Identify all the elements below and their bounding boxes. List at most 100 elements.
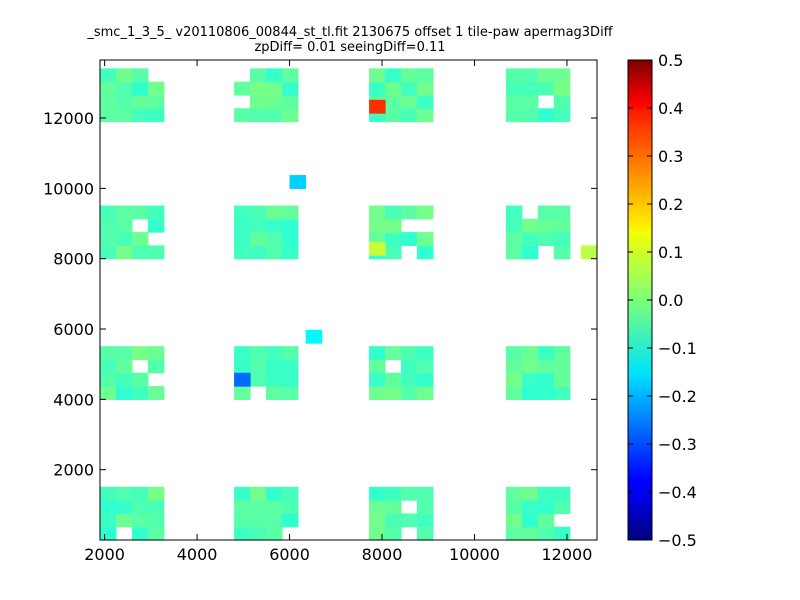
heatmap-cell xyxy=(553,81,571,96)
heatmap-cell xyxy=(385,486,402,501)
heatmap-cell xyxy=(385,245,402,260)
heatmap-cell xyxy=(369,526,386,541)
heatmap-cell xyxy=(115,108,133,123)
heatmap-cell xyxy=(131,486,149,501)
heatmap-cell xyxy=(265,500,283,515)
heatmap-cell xyxy=(416,526,434,541)
heatmap-cell xyxy=(100,372,117,387)
heatmap-cell xyxy=(281,372,299,387)
heatmap-cell xyxy=(234,513,251,528)
heatmap-cell xyxy=(100,386,117,400)
heatmap-cell xyxy=(115,81,133,96)
heatmap-cell xyxy=(537,486,555,501)
heatmap-cell xyxy=(100,232,117,246)
heatmap-cell xyxy=(369,486,386,501)
heatmap-cell xyxy=(416,205,434,220)
heatmap-cell xyxy=(369,386,386,400)
heatmap-cell xyxy=(553,205,571,220)
heatmap-cell xyxy=(521,526,539,541)
heatmap-cell xyxy=(131,372,149,387)
heatmap-cell xyxy=(147,245,165,260)
heatmap-cell xyxy=(400,372,418,387)
heatmap-cell xyxy=(131,94,149,109)
heatmap-cell-highlight xyxy=(369,99,386,114)
heatmap-cell xyxy=(537,526,555,541)
heatmap-cell xyxy=(100,359,117,374)
heatmap-cell xyxy=(234,108,251,123)
heatmap-cell xyxy=(505,245,523,260)
heatmap-cell xyxy=(400,386,418,400)
heatmap-cell xyxy=(131,68,149,83)
heatmap-cell xyxy=(521,232,539,246)
heatmap-cell xyxy=(521,68,539,83)
heatmap-cell xyxy=(553,372,571,387)
heatmap-cell xyxy=(281,513,299,528)
heatmap-cell xyxy=(553,218,571,233)
heatmap-cell xyxy=(553,526,571,541)
heatmap-cell xyxy=(385,500,402,515)
y-tick-label: 6000 xyxy=(53,320,94,339)
heatmap-cell xyxy=(234,526,251,541)
heatmap-cell xyxy=(265,245,283,260)
heatmap-cell xyxy=(100,513,117,528)
heatmap-cell xyxy=(115,372,133,387)
heatmap-cell xyxy=(521,513,539,528)
colorbar-tick-label: −0.4 xyxy=(658,483,697,502)
heatmap-cell xyxy=(250,359,267,374)
heatmap-cell xyxy=(265,232,283,246)
heatmap-cell xyxy=(100,486,117,501)
heatmap-cell xyxy=(537,500,555,515)
heatmap-cell xyxy=(147,513,165,528)
colorbar-tick-label: −0.2 xyxy=(658,387,697,406)
heatmap-cell xyxy=(537,346,555,361)
x-tick-label: 4000 xyxy=(177,545,218,564)
heatmap-cell xyxy=(521,386,539,400)
heatmap-cell xyxy=(281,108,299,123)
plot-frame xyxy=(99,59,598,541)
heatmap-cell xyxy=(265,486,283,501)
heatmap-cell xyxy=(553,94,571,109)
heatmap-cell xyxy=(369,81,386,96)
heatmap-cell xyxy=(250,68,267,83)
heatmap-cell xyxy=(147,359,165,374)
heatmap-cell xyxy=(505,386,523,400)
heatmap-cell xyxy=(537,232,555,246)
heatmap-cell xyxy=(131,526,149,541)
heatmap-cell xyxy=(385,526,402,541)
y-tick-label: 8000 xyxy=(53,250,94,269)
heatmap-cell xyxy=(100,218,117,233)
heatmap-cell xyxy=(281,205,299,220)
heatmap-cell xyxy=(553,500,571,515)
heatmap-cell xyxy=(281,81,299,96)
heatmap-cell xyxy=(400,68,418,83)
heatmap-cell xyxy=(281,68,299,83)
heatmap-cell xyxy=(537,513,555,528)
heatmap-cell xyxy=(505,513,523,528)
heatmap-cell xyxy=(385,205,402,220)
heatmap-cell xyxy=(416,245,434,260)
heatmap-cell xyxy=(281,346,299,361)
heatmap-cell xyxy=(281,500,299,515)
heatmap-cell xyxy=(416,486,434,501)
heatmap-cell xyxy=(400,359,418,374)
heatmap-cell xyxy=(234,205,251,220)
heatmap-cell xyxy=(400,513,418,528)
heatmap-cell xyxy=(537,205,555,220)
heatmap-cell xyxy=(521,346,539,361)
heatmap-cell xyxy=(369,218,386,233)
heatmap-cell xyxy=(250,372,267,387)
heatmap-cell-highlight xyxy=(369,241,386,256)
heatmap-cell xyxy=(400,108,418,123)
heatmap-cell xyxy=(385,386,402,400)
heatmap-cell xyxy=(505,346,523,361)
heatmap-cell xyxy=(115,218,133,233)
heatmap-cell xyxy=(265,81,283,96)
heatmap-cell xyxy=(385,68,402,83)
heatmap-cell xyxy=(416,500,434,515)
heatmap-cell xyxy=(505,108,523,123)
heatmap-cell xyxy=(521,500,539,515)
heatmap-cell xyxy=(234,81,251,96)
heatmap-cell xyxy=(115,513,133,528)
heatmap-cell xyxy=(147,386,165,400)
